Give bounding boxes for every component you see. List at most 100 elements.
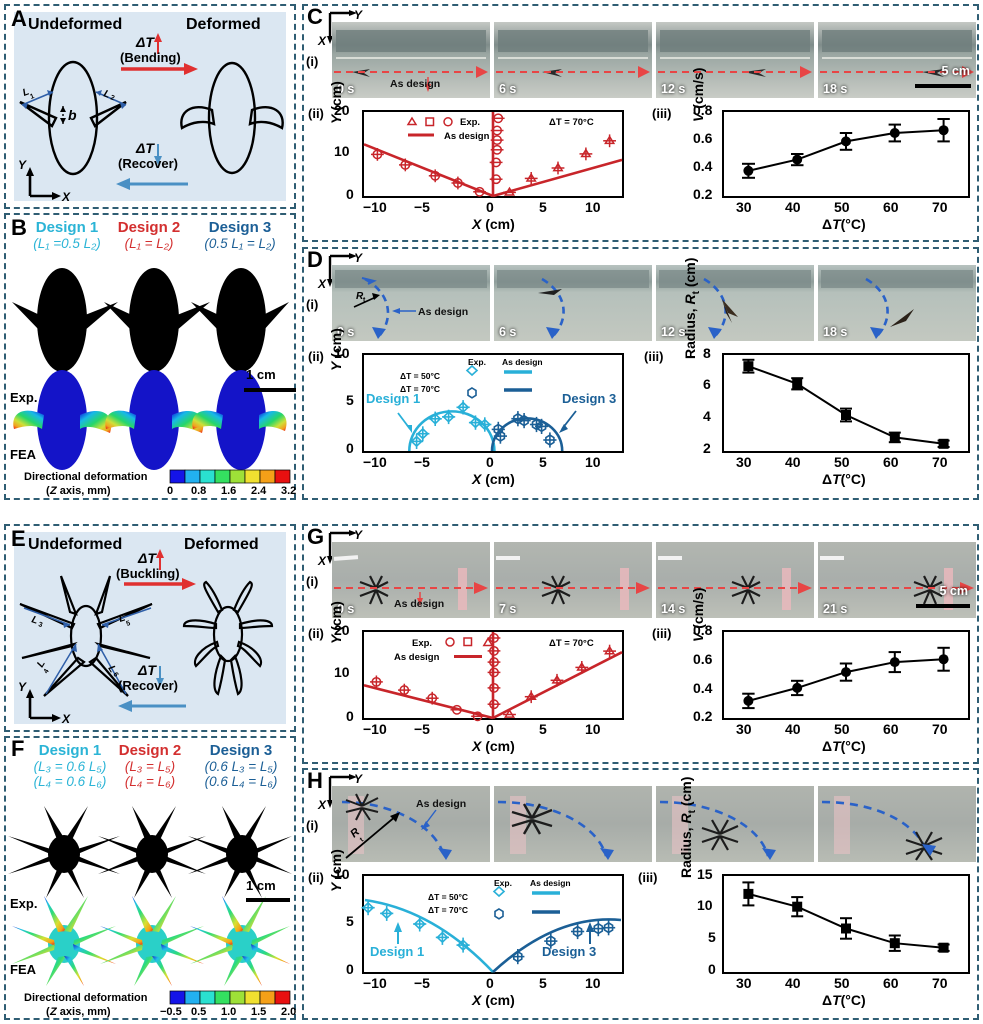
svg-text:ΔT = 50°C: ΔT = 50°C: [400, 371, 440, 381]
panel-G-scale-text: 5 cm: [939, 584, 969, 598]
panel-D-sub-i: (i): [306, 297, 319, 312]
panel-E-graphics: L 3 L 4 L 5 L 6: [19, 549, 274, 722]
chart-C-iii-ytick-0.8: 0.8: [693, 102, 713, 118]
panel-G-axes-icon: [327, 530, 357, 564]
panel-G-sub-i: (i): [306, 574, 319, 589]
svg-text:As design: As design: [444, 131, 490, 142]
panel-B-colorbar-tick-4: 3.2: [281, 485, 297, 497]
chart-G-iii-ytick-0.4: 0.4: [693, 680, 713, 696]
chart-G-ii-xtick-10: 10: [585, 721, 601, 737]
svg-text:ΔT = 50°C: ΔT = 50°C: [428, 892, 468, 902]
panel-E-recover-mode: (Recover): [118, 678, 178, 693]
chart-C-ii-canvas: Exp. As design ΔT = 70°C: [363, 112, 623, 198]
chart-D-ii-ytick-5: 5: [346, 392, 354, 408]
chart-G-iii-xtick-70: 70: [932, 721, 948, 737]
svg-text:ΔT = 70°C: ΔT = 70°C: [549, 117, 594, 128]
chart-C-iii-ytick-0.4: 0.4: [693, 158, 713, 174]
chart-C-ii-xlabel: X (cm): [472, 216, 515, 232]
panel-H-axis-x-label: X: [318, 798, 327, 812]
panel-D-frame-2-time: 6 s: [499, 325, 517, 339]
design-3-title: Design 3: [208, 219, 272, 236]
panel-H-axes-icon: [327, 774, 357, 808]
panel-F-label: F: [11, 736, 25, 761]
panel-C-frame-4-time: 18 s: [823, 82, 848, 96]
panel-H-sub-ii: (ii): [308, 870, 324, 885]
chart-C-ii-xtick-5: 5: [539, 199, 547, 215]
panel-E-label: E: [11, 526, 26, 551]
panel-D-frame-4-time: 18 s: [823, 325, 848, 339]
chart-C-iii-xtick-70: 70: [932, 199, 948, 215]
panel-G-frame-1-time: 0 s: [337, 602, 355, 616]
chart-H-iii: [722, 874, 970, 974]
chart-G-ii-xtick--5: −5: [414, 721, 430, 737]
panel-H-frame-4: [818, 786, 976, 862]
svg-text:As design: As design: [502, 357, 543, 367]
panel-D-axis-y-label: Y: [354, 251, 363, 265]
panel-B-label: B: [11, 215, 27, 240]
panel-E-buckling-mode: (Buckling): [116, 566, 180, 581]
chart-C-ii-ytick-20: 20: [334, 102, 350, 118]
panel-B-colorbar-tick-3: 2.4: [251, 485, 267, 497]
svg-text:ΔT = 70°C: ΔT = 70°C: [400, 384, 440, 394]
panel-C-label: C: [307, 4, 323, 29]
chart-C-ii-xtick-0: 0: [486, 199, 494, 215]
panel-G-frame-3-time: 14 s: [661, 602, 686, 616]
panel-H-label: H: [307, 768, 323, 793]
panel-D-frame-3: 12 s: [656, 265, 814, 341]
svg-text:L: L: [105, 664, 118, 675]
svg-text:Design 3: Design 3: [542, 944, 596, 959]
panel-D-sub-ii: (ii): [308, 349, 324, 364]
chart-G-iii-ytick-0.2: 0.2: [693, 708, 713, 724]
design-1-title: Design 1: [35, 219, 99, 236]
panel-G-axis-y-label: Y: [354, 528, 363, 542]
panel-F-colorbar-title-1: Directional deformation: [24, 992, 148, 1004]
chart-H-iii-xtick-50: 50: [834, 975, 850, 991]
panel-D-frame-1-time: 0 s: [337, 325, 355, 339]
svg-text:ΔT = 70°C: ΔT = 70°C: [428, 905, 468, 915]
panel-F-colorbar-tick-3: 1.5: [251, 1006, 267, 1018]
panel-C: C (i) Y X 0 s As design 6 s: [302, 4, 979, 242]
chart-H-ii-xlabel: X (cm): [472, 992, 515, 1008]
chart-D-iii-ylabel: Radius, Rt (cm): [682, 257, 702, 359]
panel-F: F Design 1 (L₃ = 0.6 L₅) (L₄ = 0.6 L₆) D…: [4, 736, 296, 1020]
panel-A: A Undeformed Deformed L 1 L 2 b: [4, 4, 296, 209]
chart-H-iii-xtick-30: 30: [736, 975, 752, 991]
svg-text:L: L: [21, 86, 31, 98]
panel-B-colorbar-swatches: [169, 469, 291, 484]
chart-H-iii-ytick-0: 0: [708, 961, 716, 977]
panel-C-frame-2-time: 6 s: [499, 82, 517, 96]
chart-G-iii-xtick-40: 40: [785, 721, 801, 737]
panel-H-frame-2: [494, 786, 652, 862]
panel-G-frame-1: 0 s As design: [332, 542, 490, 618]
svg-text:L: L: [35, 659, 48, 670]
chart-D-iii: [722, 353, 970, 453]
panel-B: B Design 1 (L₁ =0.5 L₂) Design 2 (L₁ = L…: [4, 213, 296, 500]
panel-D: D (i) Y X R t 0 s As design: [302, 247, 979, 500]
chart-H-ii-ytick-0: 0: [346, 961, 354, 977]
panel-D-frame-4: 18 s: [818, 265, 976, 341]
svg-text:R: R: [356, 291, 364, 302]
panel-E: E Undeformed Deformed L 3 L 4 L 5 L 6: [4, 524, 296, 732]
panel-B-fea-row-label: FEA: [10, 447, 36, 462]
svg-text:ΔT = 70°C: ΔT = 70°C: [549, 638, 594, 649]
chart-H-ii-ytick-5: 5: [346, 913, 354, 929]
panel-H-as-design-label: As design: [416, 798, 467, 810]
panel-G: G (i) Y X 0 s As design: [302, 524, 979, 764]
panel-B-colorbar-tick-1: 0.8: [191, 485, 207, 497]
panel-C-axis-x-label: X: [318, 34, 327, 48]
svg-text:6: 6: [111, 671, 119, 678]
panel-D-frame-3-time: 12 s: [661, 325, 686, 339]
panel-H-sub-i: (i): [306, 818, 319, 833]
panel-F-colorbar-tick-2: 1.0: [221, 1006, 237, 1018]
chart-G-iii-xlabel: ΔT(°C): [822, 738, 866, 754]
panel-D-as-design-label: As design: [418, 306, 469, 318]
panel-B-scale-text: 1 cm: [246, 367, 276, 382]
chart-C-ii-xtick-10: 10: [585, 199, 601, 215]
svg-text:Design 1: Design 1: [370, 944, 424, 959]
panel-F-colorbar-paren: (: [46, 1006, 50, 1018]
chart-C-iii-xtick-30: 30: [736, 199, 752, 215]
chart-G-iii-xtick-30: 30: [736, 721, 752, 737]
f-design-2-title: Design 2: [118, 742, 182, 759]
svg-text:Exp.: Exp.: [494, 878, 512, 888]
chart-H-ii-xtick-0: 0: [486, 975, 494, 991]
